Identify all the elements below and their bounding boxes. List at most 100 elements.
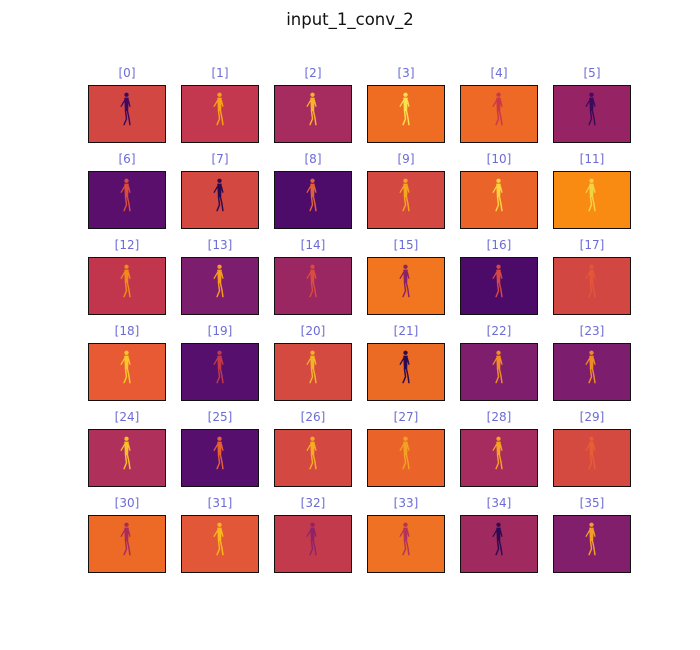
- panel-channel-label: [19]: [207, 324, 233, 338]
- activation-heatmap: [554, 172, 630, 228]
- feature-map-image: [88, 85, 166, 143]
- feature-map-image: [367, 343, 445, 401]
- panel-channel-label: [3]: [397, 66, 415, 80]
- activation-figure: [492, 264, 503, 298]
- feature-map-image: [181, 171, 259, 229]
- feature-map-panel: [32]: [274, 496, 352, 573]
- panel-channel-label: [33]: [393, 496, 419, 510]
- feature-map-panel: [26]: [274, 410, 352, 487]
- activation-figure: [399, 264, 410, 298]
- feature-map-image: [460, 85, 538, 143]
- activation-heatmap: [461, 258, 537, 314]
- feature-map-panel: [15]: [367, 238, 445, 315]
- feature-map-panel: [31]: [181, 496, 259, 573]
- feature-map-panel: [25]: [181, 410, 259, 487]
- activation-heatmap: [182, 258, 258, 314]
- feature-map-panel: [1]: [181, 66, 259, 143]
- activation-figure: [585, 178, 596, 212]
- feature-map-panel: [6]: [88, 152, 166, 229]
- panel-channel-label: [24]: [114, 410, 140, 424]
- panel-channel-label: [13]: [207, 238, 233, 252]
- feature-map-image: [367, 429, 445, 487]
- feature-map-panel: [28]: [460, 410, 538, 487]
- feature-map-panel: [5]: [553, 66, 631, 143]
- panel-channel-label: [30]: [114, 496, 140, 510]
- activation-heatmap: [275, 516, 351, 572]
- feature-map-image: [181, 85, 259, 143]
- activation-heatmap: [461, 430, 537, 486]
- activation-heatmap: [275, 172, 351, 228]
- activation-heatmap: [275, 430, 351, 486]
- activation-figure: [585, 522, 596, 556]
- activation-figure: [213, 350, 224, 384]
- feature-map-panel: [3]: [367, 66, 445, 143]
- feature-map-panel: [7]: [181, 152, 259, 229]
- activation-heatmap: [275, 86, 351, 142]
- feature-map-panel: [12]: [88, 238, 166, 315]
- activation-figure: [585, 350, 596, 384]
- panel-channel-label: [1]: [211, 66, 229, 80]
- panel-channel-label: [10]: [486, 152, 512, 166]
- panel-channel-label: [32]: [300, 496, 326, 510]
- feature-map-image: [553, 257, 631, 315]
- feature-map-image: [553, 515, 631, 573]
- feature-map-panel: [21]: [367, 324, 445, 401]
- feature-map-image: [553, 343, 631, 401]
- feature-map-panel: [13]: [181, 238, 259, 315]
- feature-map-image: [274, 515, 352, 573]
- panel-channel-label: [14]: [300, 238, 326, 252]
- activation-heatmap: [554, 344, 630, 400]
- activation-figure: [213, 436, 224, 470]
- feature-map-panel: [34]: [460, 496, 538, 573]
- panel-channel-label: [11]: [579, 152, 605, 166]
- activation-heatmap: [554, 430, 630, 486]
- panel-channel-label: [7]: [211, 152, 229, 166]
- activation-heatmap: [368, 344, 444, 400]
- feature-map-panel: [0]: [88, 66, 166, 143]
- activation-figure: [120, 92, 131, 126]
- activation-heatmap: [89, 344, 165, 400]
- activation-figure: [306, 178, 317, 212]
- panel-channel-label: [8]: [304, 152, 322, 166]
- panel-channel-label: [22]: [486, 324, 512, 338]
- activation-figure: [399, 178, 410, 212]
- feature-map-image: [88, 515, 166, 573]
- feature-map-image: [88, 429, 166, 487]
- feature-map-image: [274, 343, 352, 401]
- activation-heatmap: [182, 344, 258, 400]
- feature-map-image: [460, 343, 538, 401]
- activation-heatmap: [554, 86, 630, 142]
- activation-figure: [306, 92, 317, 126]
- feature-map-panel: [35]: [553, 496, 631, 573]
- panel-channel-label: [17]: [579, 238, 605, 252]
- activation-heatmap: [182, 86, 258, 142]
- panel-channel-label: [15]: [393, 238, 419, 252]
- activation-figure: [120, 436, 131, 470]
- activation-figure: [492, 92, 503, 126]
- feature-map-image: [553, 171, 631, 229]
- panel-channel-label: [4]: [490, 66, 508, 80]
- activation-figure: [492, 522, 503, 556]
- activation-heatmap: [461, 172, 537, 228]
- feature-map-image: [181, 257, 259, 315]
- panel-channel-label: [26]: [300, 410, 326, 424]
- feature-map-image: [367, 257, 445, 315]
- panel-channel-label: [28]: [486, 410, 512, 424]
- activation-figure: [399, 522, 410, 556]
- panel-channel-label: [6]: [118, 152, 136, 166]
- feature-map-image: [460, 171, 538, 229]
- activation-heatmap: [554, 258, 630, 314]
- activation-figure: [399, 350, 410, 384]
- activation-heatmap: [368, 430, 444, 486]
- feature-map-image: [460, 515, 538, 573]
- feature-map-image: [274, 171, 352, 229]
- feature-map-panel: [20]: [274, 324, 352, 401]
- feature-map-panel: [14]: [274, 238, 352, 315]
- activation-figure: [213, 92, 224, 126]
- panel-channel-label: [5]: [583, 66, 601, 80]
- activation-figure: [306, 522, 317, 556]
- feature-map-image: [460, 257, 538, 315]
- activation-figure: [306, 436, 317, 470]
- feature-map-panel: [19]: [181, 324, 259, 401]
- activation-heatmap: [461, 344, 537, 400]
